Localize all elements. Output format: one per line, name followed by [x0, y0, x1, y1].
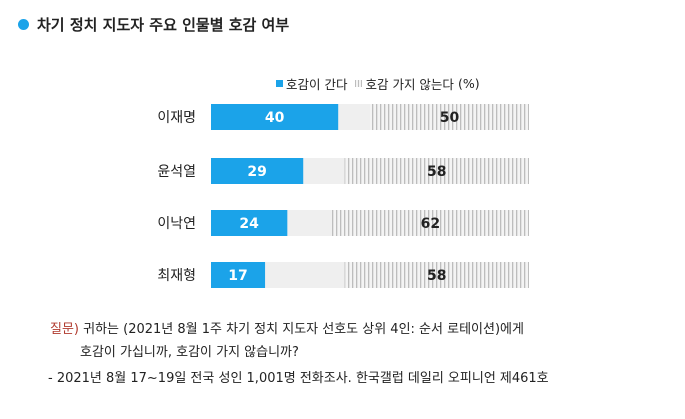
bar-chart: 이재명 40 50 윤석열 29 58 이낙연 24 62 최재형 17 58	[157, 104, 529, 288]
legend-favorable-label: 호감이 간다	[286, 77, 348, 92]
bar-unfavorable	[370, 104, 529, 130]
category-label: 최재형	[157, 268, 196, 284]
legend: 호감이 간다 호감 가지 않는다 (%)	[276, 74, 480, 93]
unfavorable-value-label: 58	[427, 164, 446, 180]
bar-favorable	[211, 158, 304, 184]
category-label: 이낙연	[157, 216, 196, 232]
category-label: 이재명	[157, 110, 196, 126]
bar-favorable	[211, 104, 339, 130]
title-bullet-icon	[18, 19, 29, 30]
legend-favorable-swatch	[276, 80, 283, 87]
bar-favorable	[211, 262, 266, 288]
legend-unfavorable-swatch	[355, 80, 363, 87]
question-text-1: 귀하는 (2021년 8월 1주 차기 정치 지도자 선호도 상위 4인: 순서…	[83, 322, 524, 337]
unfavorable-value-label: 62	[421, 216, 440, 232]
favorable-value-label: 29	[247, 164, 266, 180]
category-label: 윤석열	[157, 164, 196, 180]
question-line-2: 호감이 가십니까, 호감이 가지 않습니까?	[80, 345, 299, 360]
bar-unfavorable	[344, 262, 529, 288]
unfavorable-value-label: 58	[427, 268, 446, 284]
favorable-value-label: 24	[239, 216, 259, 232]
favorable-value-label: 40	[265, 110, 285, 126]
chart-title: 차기 정치 지도자 주요 인물별 호감 여부	[18, 14, 289, 35]
question-line-1: 질문) 귀하는 (2021년 8월 1주 차기 정치 지도자 선호도 상위 4인…	[50, 318, 524, 337]
bar-unfavorable	[331, 210, 529, 236]
source-note: - 2021년 8월 17~19일 전국 성인 1,001명 전화조사. 한국갤…	[48, 371, 549, 386]
bar-unfavorable	[344, 158, 529, 184]
favorable-value-label: 17	[228, 268, 247, 284]
legend-unfavorable-label: 호감 가지 않는다	[365, 77, 454, 92]
unfavorable-value-label: 50	[440, 110, 460, 126]
question-label: 질문)	[50, 322, 79, 337]
bar-favorable	[211, 210, 288, 236]
legend-unit: (%)	[457, 76, 480, 91]
chart-title-text: 차기 정치 지도자 주요 인물별 호감 여부	[37, 16, 290, 34]
